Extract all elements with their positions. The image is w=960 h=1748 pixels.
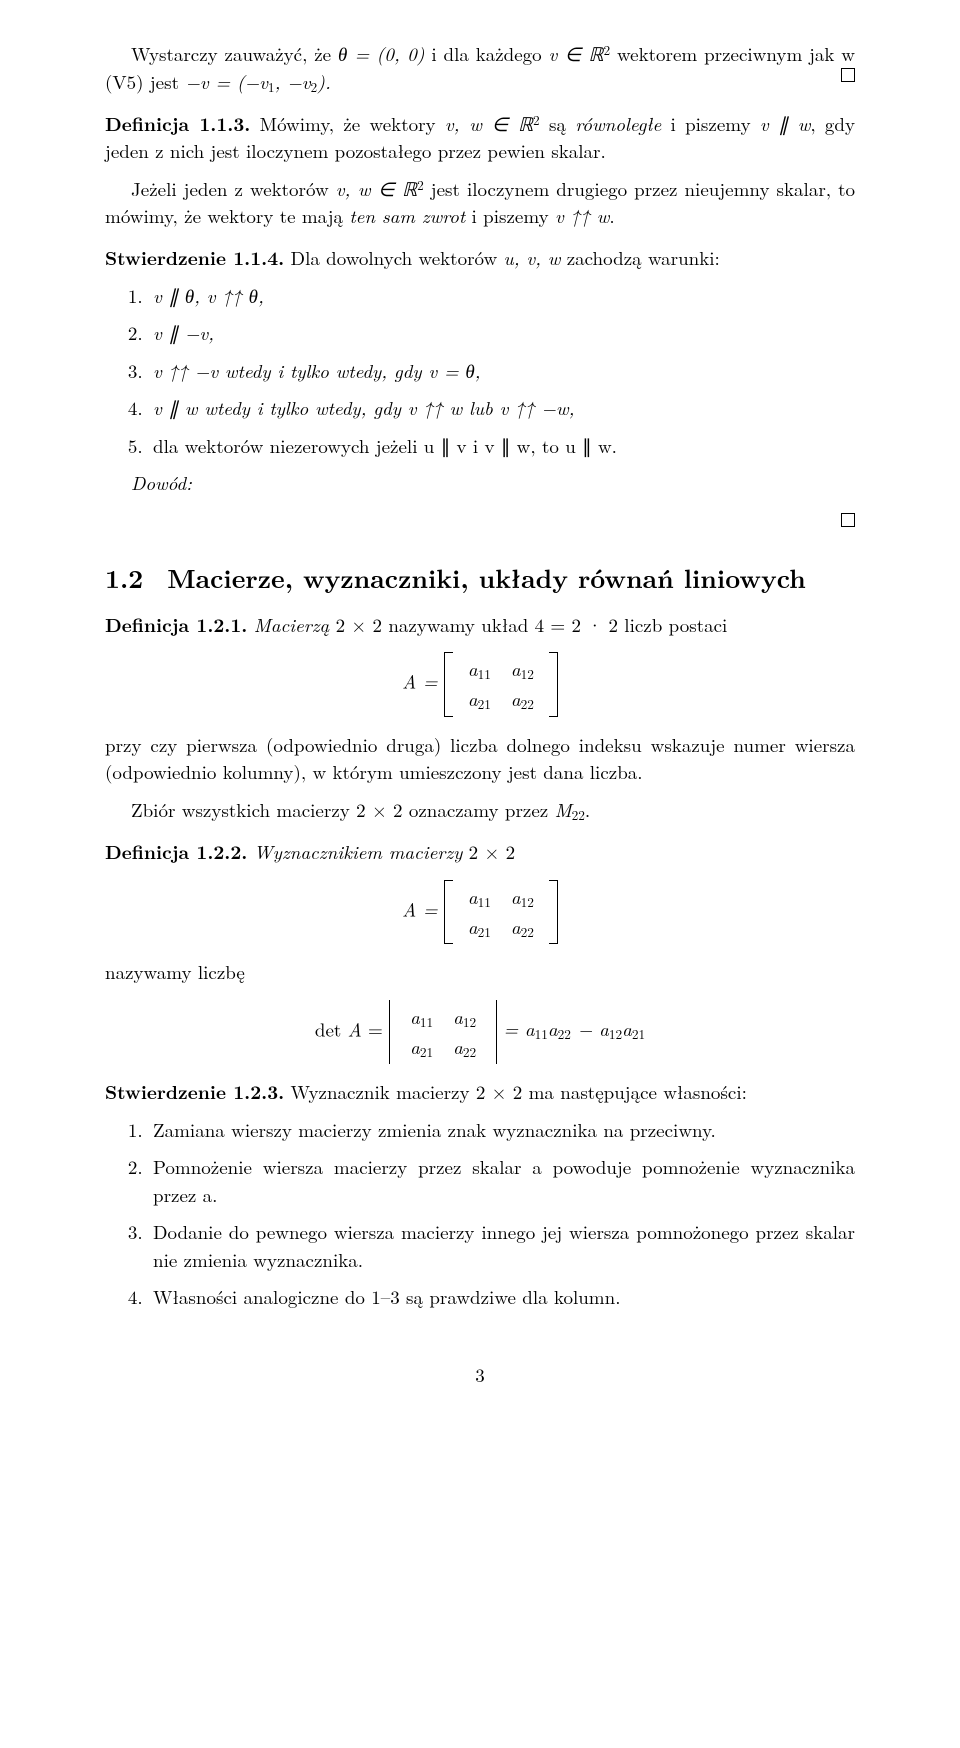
text: . [609,202,614,229]
list-item: v ↑↑ −v wtedy i tylko wtedy, gdy v = θ, [149,357,855,385]
text: i piszemy [661,110,760,137]
dowod-label: Dowód: [105,469,855,497]
def-label: Definicja 1.2.1. [105,610,247,638]
text: i piszemy [465,202,555,229]
stw114-list: v ∥ θ, v ↑↑ θ, v ∥ −v, v ↑↑ −v wtedy i t… [105,282,855,460]
section-number: 1.2 [105,559,143,597]
list-item: Pomnożenie wiersza macierzy przez skalar… [149,1153,855,1208]
text: Dla dowolnych wektorów [291,244,504,271]
page-root: Wystarczy zauważyć, że θ = (0, 0) i dla … [0,0,960,1748]
section-title-text: Macierze, wyznaczniki, układy równań lin… [167,559,806,597]
list-item: v ∥ −v, [149,319,855,347]
det-A-equals: det A = [315,1015,389,1042]
italic-term: ten sam zwrot [349,202,465,229]
stwierdzenie-1-2-3: Stwierdzenie 1.2.3. Wyznacznik macierzy … [105,1078,855,1106]
text: . [585,796,590,823]
definition-1-1-3: Definicja 1.1.3. Mówimy, że wektory v, w… [105,110,855,165]
A-equals: A = [402,667,438,694]
intro-paragraph: Wystarczy zauważyć, że θ = (0, 0) i dla … [105,40,855,96]
stwierdzenie-1-1-4: Stwierdzenie 1.1.4. Dla dowolnych wektor… [105,244,855,272]
definition-1-2-1: Definicja 1.2.1. Macierzą 2 × 2 nazywamy… [105,611,855,639]
det-expansion: = a11a22 − a12a21 [504,1015,646,1042]
def121-after2: Zbiór wszystkich macierzy 2 × 2 oznaczam… [105,796,855,824]
math: −v = (−v1, −v2). [185,68,330,95]
text: Mówimy, że wektory [260,110,445,137]
definition-1-2-2: Definicja 1.2.2. Wyznacznikiem macierzy … [105,838,855,866]
stw-label: Stwierdzenie 1.1.4. [105,243,284,271]
math: v, w ∈ ℝ2 [336,175,424,202]
math: v ∈ ℝ2 [549,40,611,67]
math: v, w ∈ ℝ2 [445,110,540,137]
text: 2 × 2 [462,838,515,865]
page-number: 3 [105,1361,855,1389]
math: v ∥ w [760,110,810,137]
det-equation: det A = a11a12 a21a22 = a11a22 − a12a21 [105,1000,855,1065]
def121-after1: przy czy pierwsza (odpowiednio druga) li… [105,731,855,786]
math: θ = (0, 0) [338,40,425,67]
nazywamy-liczbe: nazywamy liczbę [105,958,855,986]
text: Jeżeli jeden z wektorów [131,175,336,202]
text: Wyznacznik macierzy 2 × 2 ma następujące… [291,1078,747,1105]
list-item: dla wektorów niezerowych jeżeli u ∥ v i … [149,432,855,460]
list-item: v ∥ θ, v ↑↑ θ, [149,282,855,310]
matrix-2x2: a11a12 a21a22 [444,652,558,717]
text: Wystarczy zauważyć, że [131,40,338,67]
stw-label: Stwierdzenie 1.2.3. [105,1077,284,1105]
list-item: v ∥ w wtedy i tylko wtedy, gdy v ↑↑ w lu… [149,394,855,422]
math: M22 [555,796,585,823]
section-1-2-heading: 1.2 Macierze, wyznaczniki, układy równań… [105,559,855,597]
text: 2 × 2 nazywamy układ 4 = 2 · 2 liczb pos… [329,611,727,638]
text: zachodzą warunki: [560,244,719,271]
def-label: Definicja 1.2.2. [105,837,247,865]
matrix-2x2: a11a12 a21a22 [444,880,558,945]
math: v ↑↑ w [555,202,609,229]
list-item: Dodanie do pewnego wiersza macierzy inne… [149,1218,855,1273]
A-equals: A = [402,895,438,922]
list-item: Zamiana wierszy macierzy zmienia znak wy… [149,1116,855,1144]
text: i dla każdego [425,40,549,67]
text: są [540,110,576,137]
matrix-equation-2: A = a11a12 a21a22 [105,880,855,945]
stw123-list: Zamiana wierszy macierzy zmienia znak wy… [105,1116,855,1311]
matrix-equation: A = a11a12 a21a22 [105,652,855,717]
math: u, v, w [504,244,561,271]
list-item: Własności analogiczne do 1–3 są prawdziw… [149,1283,855,1311]
determinant-bars: a11a12 a21a22 [389,1000,497,1065]
definition-1-1-3-cont: Jeżeli jeden z wektorów v, w ∈ ℝ2 jest i… [105,175,855,230]
italic-term: Wyznacznikiem macierzy [254,838,463,865]
text: Zbiór wszystkich macierzy 2 × 2 oznaczam… [131,796,555,823]
qed-box-icon [841,68,855,82]
italic-term: Macierzą [254,611,330,638]
def-label: Definicja 1.1.3. [105,109,250,137]
italic-term: równoległe [575,110,661,137]
qed-box-icon [841,513,855,527]
